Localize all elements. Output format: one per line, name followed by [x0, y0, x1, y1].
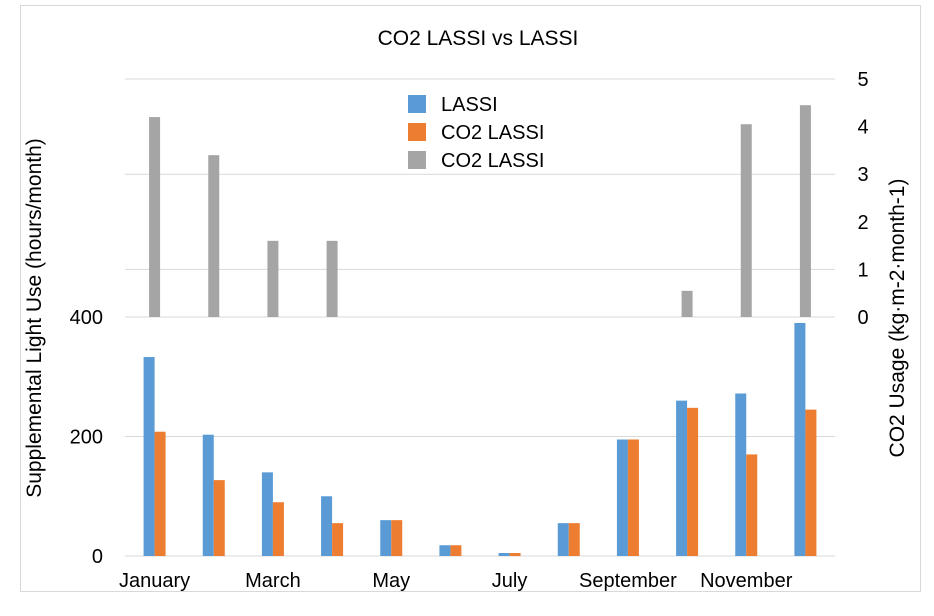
left-axis-tick-label: 0 [92, 546, 103, 568]
x-tick-label: November [700, 570, 793, 592]
legend-swatch [408, 151, 426, 169]
chart-frame [20, 5, 921, 592]
bar-co2-lassi-august [568, 523, 580, 556]
x-tick-label: March [245, 570, 301, 592]
x-tick-label: September [579, 570, 677, 592]
x-tick-label: May [372, 570, 410, 592]
left-axis-tick-label: 200 [70, 427, 103, 449]
legend-label: CO2 LASSI [441, 122, 544, 144]
bar-co2-lassi-july [509, 553, 521, 556]
right-axis-tick-label: 4 [857, 117, 868, 139]
bar-co2-lassi-september [627, 439, 639, 556]
bar-co2-lassi-february [213, 480, 225, 556]
x-tick-label: January [119, 570, 190, 592]
bar-lassi-december [794, 322, 806, 556]
bar-co2-usage-october [681, 290, 693, 317]
bar-co2-lassi-april [332, 523, 344, 556]
right-axis-tick-label: 2 [857, 212, 868, 234]
bar-lassi-august [557, 523, 569, 556]
bar-co2-usage-december [799, 105, 811, 318]
bar-co2-lassi-october [687, 407, 699, 556]
bar-co2-usage-april [326, 240, 338, 317]
right-axis-tick-label: 0 [857, 307, 868, 329]
bar-co2-usage-november [740, 124, 752, 317]
bar-lassi-january [143, 357, 155, 556]
bar-co2-usage-january [149, 117, 161, 317]
right-axis-tick-label: 1 [857, 259, 868, 281]
bar-lassi-may [380, 520, 392, 556]
legend: LASSI CO2 LASSI CO2 LASSI [408, 94, 544, 172]
legend-label: CO2 LASSI [441, 150, 544, 172]
legend-swatch [408, 123, 426, 141]
bar-co2-lassi-june [450, 545, 462, 556]
bar-co2-lassi-december [805, 409, 817, 556]
right-axis-tick-labels: 0 1 2 3 4 5 [857, 69, 868, 329]
left-axis-label: Supplemental Light Use (hours/month) [23, 138, 46, 498]
bar-co2-lassi-may [391, 520, 403, 556]
bar-lassi-november [735, 393, 747, 556]
left-axis-tick-labels: 0 200 400 [70, 307, 103, 568]
bar-co2-lassi-november [746, 454, 758, 556]
bar-co2-usage-march [267, 240, 279, 317]
bar-lassi-april [321, 496, 333, 556]
gridlines [125, 78, 835, 557]
bar-co2-lassi-march [272, 502, 284, 556]
bar-co2-usage-february [208, 155, 220, 317]
legend-swatch [408, 95, 426, 113]
bar-lassi-july [498, 553, 510, 556]
bar-lassi-october [676, 400, 688, 556]
right-axis-tick-label: 5 [857, 69, 868, 91]
right-axis-label: CO2 Usage (kg·m-2·month-1) [886, 179, 909, 458]
bar-lassi-march [261, 472, 273, 556]
bar-co2-lassi-january [154, 431, 166, 556]
bars [143, 105, 817, 556]
x-tick-label: July [492, 570, 528, 592]
right-axis-tick-label: 3 [857, 164, 868, 186]
bar-lassi-september [616, 439, 628, 556]
legend-label: LASSI [441, 94, 498, 116]
bar-lassi-february [202, 434, 214, 556]
left-axis-tick-label: 400 [70, 307, 103, 329]
bar-lassi-june [439, 545, 451, 556]
x-axis-tick-labels: January March May July September November [119, 570, 793, 592]
chart-title: CO2 LASSI vs LASSI [378, 27, 579, 50]
